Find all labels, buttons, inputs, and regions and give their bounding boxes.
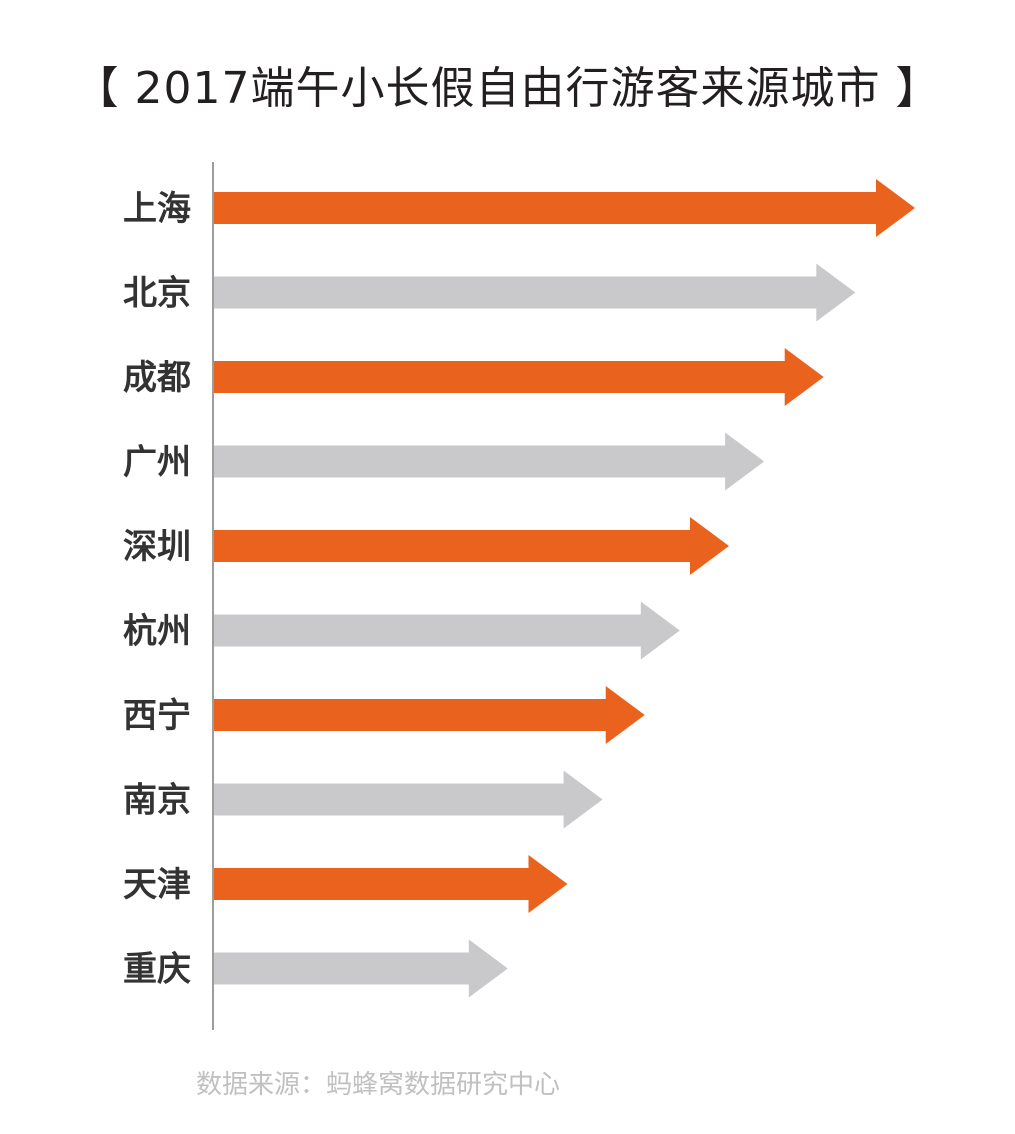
category-label: 南京 (123, 781, 191, 821)
bar-arrow (213, 855, 568, 913)
bar-arrow (213, 770, 603, 829)
category-label: 深圳 (123, 527, 191, 567)
category-label: 广州 (123, 443, 191, 483)
category-label: 重庆 (123, 950, 191, 990)
category-label: 上海 (123, 189, 191, 229)
category-label: 北京 (123, 274, 191, 314)
category-label: 西宁 (123, 696, 191, 736)
bar-arrow (213, 263, 856, 322)
bar-arrow (213, 601, 680, 660)
data-source-note: 数据来源：蚂蜂窝数据研究中心 (196, 1070, 561, 1100)
chart-title: 【 2017端午小长假自由行游客来源城市 】 (74, 63, 941, 114)
category-label: 天津 (123, 865, 191, 905)
bar-arrow (213, 348, 824, 406)
category-label: 成都 (123, 358, 191, 398)
bar-arrow (213, 686, 645, 744)
bar-arrow (213, 432, 765, 491)
bar-arrow (213, 179, 915, 237)
bar-arrow (213, 517, 729, 575)
bars-layer (213, 179, 915, 998)
bar-arrow (213, 939, 508, 998)
category-label: 杭州 (123, 612, 191, 652)
